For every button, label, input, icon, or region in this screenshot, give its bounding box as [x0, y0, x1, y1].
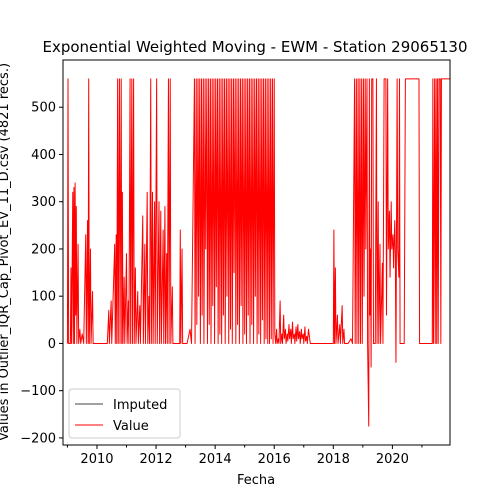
- y-tick-label: 0: [48, 337, 56, 352]
- y-tick-label: −200: [20, 431, 56, 446]
- x-tick-label: 2010: [80, 452, 113, 467]
- x-axis: 2010 2012 2014 2016 2018 2020: [66, 445, 423, 467]
- y-tick-label: −100: [20, 384, 56, 399]
- y-tick-label: 400: [31, 148, 56, 163]
- plot-area: [66, 78, 450, 427]
- y-tick-label: 300: [31, 195, 56, 210]
- y-tick-label: 200: [31, 242, 56, 257]
- x-tick-label: 2018: [317, 452, 350, 467]
- legend-label-imputed: Imputed: [113, 398, 167, 413]
- y-tick-label: 100: [31, 290, 56, 305]
- x-tick-label: 2014: [199, 452, 232, 467]
- x-tick-label: 2020: [376, 452, 409, 467]
- y-axis: −200 −100 0 100 200 300 400 500: [20, 101, 63, 446]
- y-tick-label: 500: [31, 101, 56, 116]
- chart-title: Exponential Weighted Moving - EWM - Stat…: [42, 38, 467, 56]
- x-tick-label: 2012: [140, 452, 173, 467]
- legend-box: [68, 388, 181, 439]
- series-line-value: [66, 78, 450, 427]
- y-axis-label: Values in Outlier_IQR_Cap_Pivot_EV_11_D.…: [0, 63, 12, 441]
- x-axis-label: Fecha: [237, 473, 275, 488]
- x-tick-label: 2016: [258, 452, 291, 467]
- legend-label-value: Value: [113, 419, 149, 434]
- legend: Imputed Value: [68, 388, 181, 439]
- axes-frame: [62, 59, 451, 446]
